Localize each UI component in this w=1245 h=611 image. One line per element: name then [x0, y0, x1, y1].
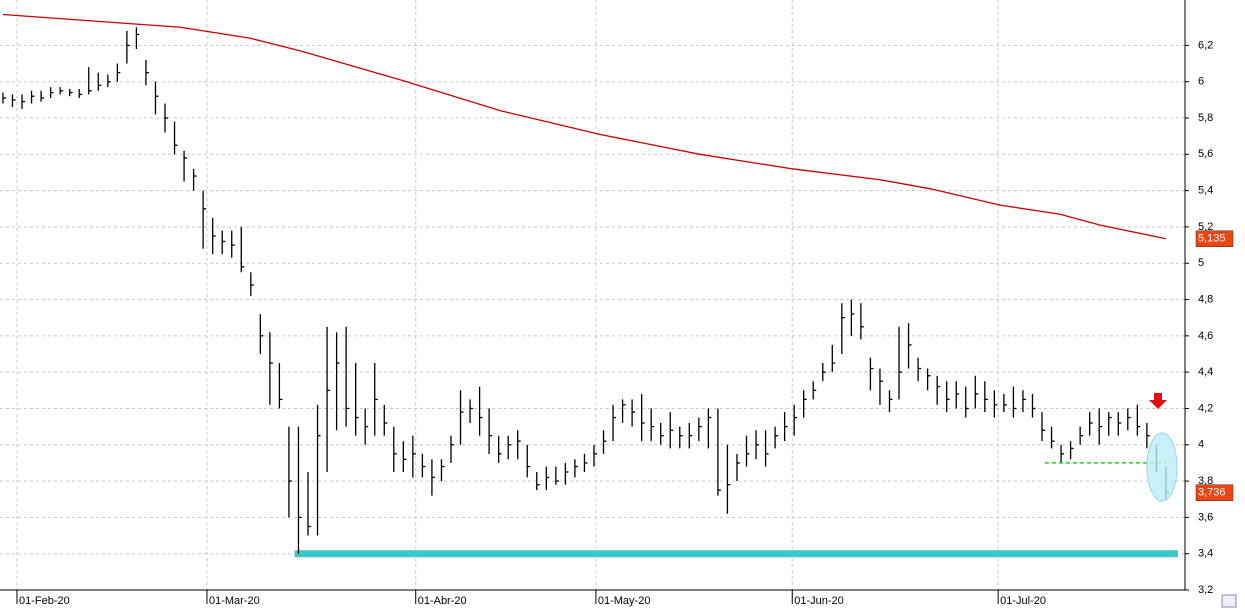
- corner-icon: [1221, 594, 1237, 608]
- ma-last-label: 5,135: [1198, 233, 1226, 245]
- x-tick-label: 01-Abr-20: [418, 595, 467, 607]
- y-tick-label: 3,2: [1198, 584, 1213, 596]
- y-tick-label: 3,4: [1198, 548, 1213, 560]
- ma-last-label-box: [1195, 230, 1234, 247]
- x-tick-label: 01-Mar-20: [209, 595, 260, 607]
- close-last-label-box: [1195, 484, 1234, 501]
- down-arrow: [1149, 393, 1167, 409]
- y-tick-label: 3,8: [1198, 475, 1213, 487]
- x-tick-label: 01-Jul-20: [1000, 595, 1046, 607]
- y-tick-label: 4,4: [1198, 366, 1213, 378]
- y-tick-label: 3,6: [1198, 511, 1213, 523]
- y-tick-label: 5: [1198, 257, 1204, 269]
- y-tick-label: 5,8: [1198, 112, 1213, 124]
- y-tick-label: 6,2: [1198, 39, 1213, 51]
- close-last-label: 3,736: [1198, 487, 1226, 499]
- x-tick-label: 01-May-20: [598, 595, 651, 607]
- y-tick-label: 4: [1198, 439, 1204, 451]
- moving-average: [2, 13, 1167, 240]
- y-tick-label: 5,2: [1198, 221, 1213, 233]
- y-tick-label: 4,8: [1198, 293, 1213, 305]
- highlight-ellipse: [1146, 432, 1178, 502]
- y-tick-label: 6: [1198, 76, 1204, 88]
- x-tick-label: 01-Jun-20: [794, 595, 844, 607]
- y-tick-label: 4,2: [1198, 402, 1213, 414]
- y-tick-label: 5,4: [1198, 185, 1213, 197]
- y-tick-label: 4,6: [1198, 330, 1213, 342]
- x-tick-label: 01-Feb-20: [19, 595, 70, 607]
- overlay: 3,2 3,4 3,6 3,8 4 4,2 4,4 4,6 4,8 5 5,2 5,4 5,6 5,8 6 6…: [16, 39, 1234, 607]
- plot: [2, 13, 1178, 558]
- grid: [0, 0, 1185, 591]
- y-tick-label: 5,6: [1198, 148, 1213, 160]
